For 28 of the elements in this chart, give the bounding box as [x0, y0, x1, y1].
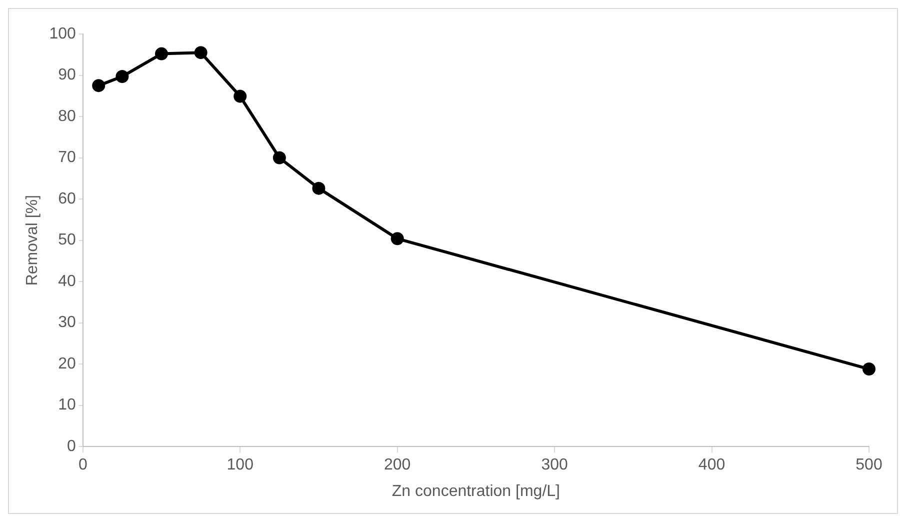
x-tick-label: 200 [384, 456, 411, 474]
y-tick-label: 10 [58, 396, 76, 414]
point [92, 79, 106, 92]
y-tick-label: 80 [58, 108, 76, 125]
point [234, 90, 247, 103]
point [194, 46, 208, 60]
point [390, 232, 404, 246]
point [155, 47, 168, 60]
point [272, 151, 286, 164]
y-tick-label: 50 [58, 232, 76, 249]
x-axis-title: Zn concentration [mg/L] [392, 482, 560, 500]
x-tick-label: 300 [541, 456, 568, 474]
x-tick-label: 100 [226, 456, 254, 474]
y-tick-label: 70 [58, 149, 76, 166]
y-tick-label: 30 [58, 314, 76, 332]
x-tick-label: 400 [698, 456, 726, 474]
x-tick-label: 0 [78, 456, 88, 474]
y-axis-title: Removal [%] [24, 194, 42, 286]
y-tick-label: 100 [49, 25, 76, 42]
x-tick-label: 500 [856, 456, 882, 474]
point [116, 70, 129, 83]
y-tick-label: 20 [58, 355, 76, 372]
point [312, 182, 326, 195]
y-tick-label: 60 [58, 190, 76, 208]
y-tick-label: 0 [66, 438, 76, 456]
point [862, 362, 876, 376]
y-tick-label: 90 [58, 66, 76, 84]
y-tick-label: 40 [58, 272, 76, 290]
